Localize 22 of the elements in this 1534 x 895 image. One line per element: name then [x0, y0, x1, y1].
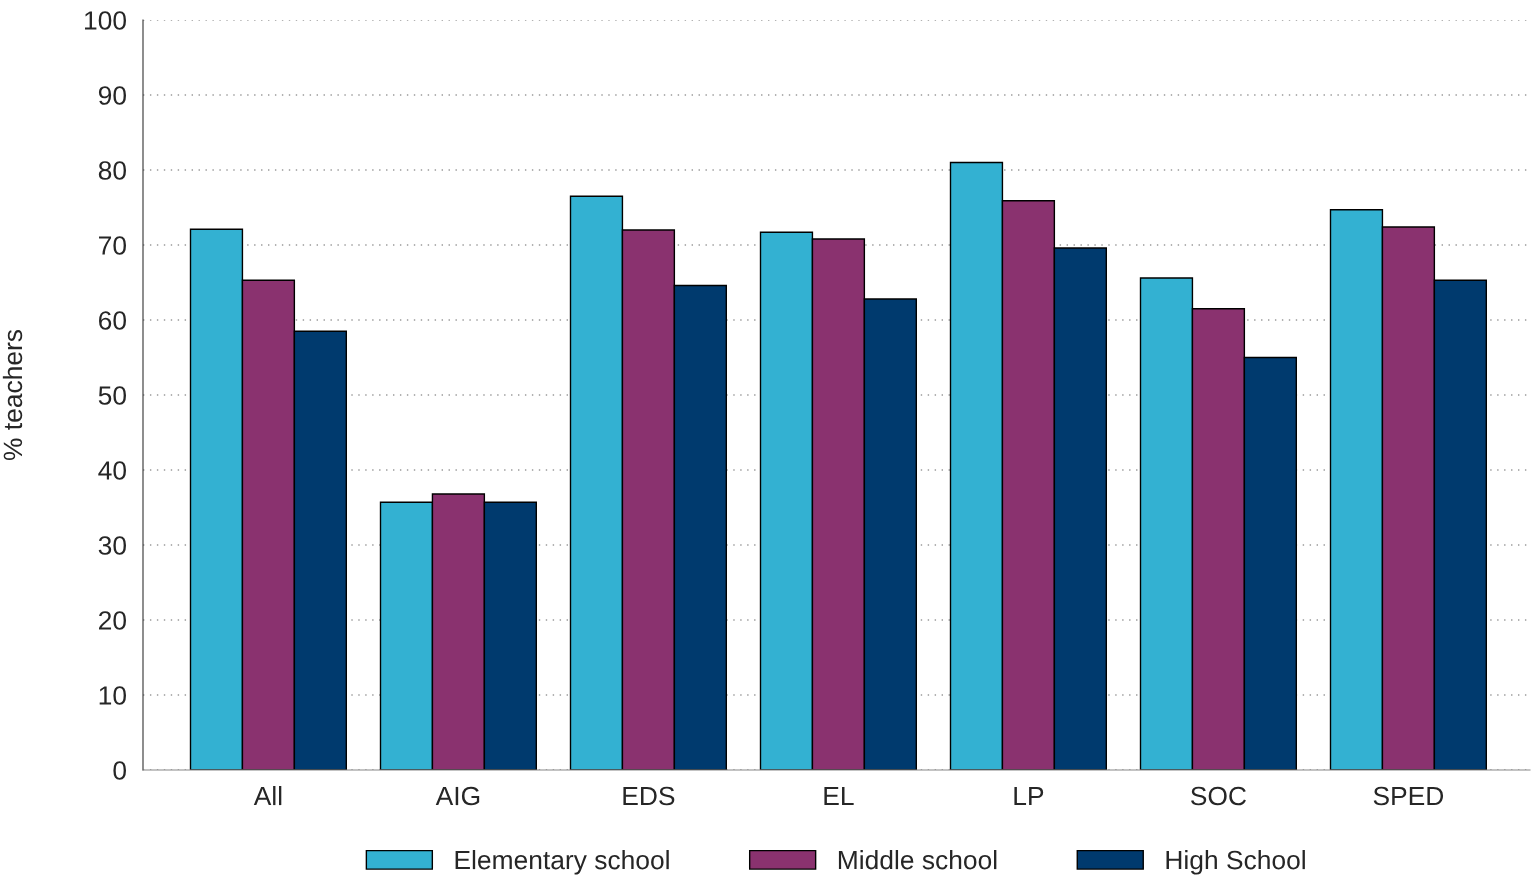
- y-tick-label: 40: [98, 461, 126, 480]
- y-tick-label: 20: [99, 611, 126, 630]
- x-tick-label: SPED: [1373, 786, 1444, 806]
- x-tick-label: All: [253, 785, 282, 806]
- legend-label: High School: [1166, 850, 1305, 875]
- x-tick-label: EDS: [623, 786, 675, 806]
- legend-label: Middle school: [838, 850, 997, 870]
- y-tick-label: 0: [113, 761, 126, 780]
- x-tick-label: LP: [1014, 786, 1044, 806]
- y-tick-label: 50: [98, 386, 126, 405]
- x-tick-label: EL: [824, 786, 854, 806]
- y-tick-label: 80: [98, 161, 126, 180]
- y-tick-label: 30: [98, 536, 126, 555]
- legend-label: Elementary school: [455, 850, 669, 875]
- y-tick-label: 70: [99, 236, 126, 255]
- x-tick-label: AIG: [435, 786, 480, 806]
- x-tick-label: SOC: [1191, 786, 1246, 806]
- y-axis-title: % teachers: [2, 329, 23, 461]
- y-tick-label: 90: [98, 86, 126, 105]
- y-tick-label: 10: [99, 686, 126, 705]
- y-tick-label: 100: [85, 11, 126, 30]
- y-tick-label: 60: [99, 311, 126, 330]
